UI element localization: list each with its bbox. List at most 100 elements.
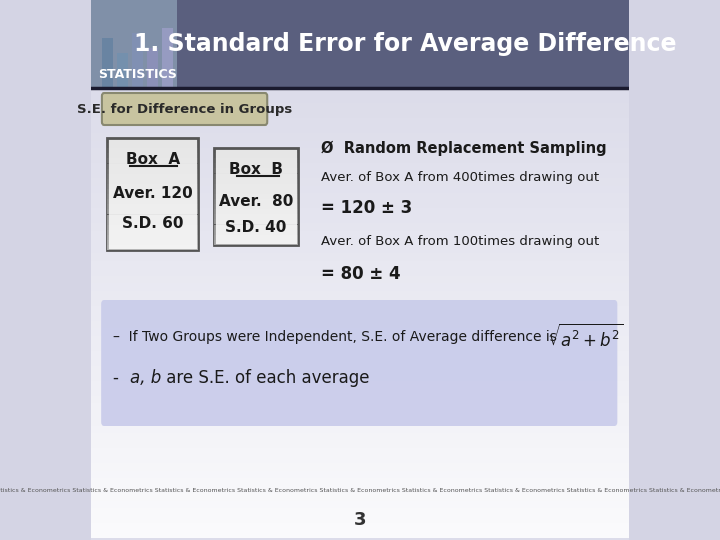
Bar <box>91 178 629 186</box>
Bar <box>91 133 629 140</box>
Bar <box>91 260 629 268</box>
Bar <box>107 245 199 250</box>
Bar <box>107 199 199 204</box>
Bar <box>91 463 629 470</box>
Text: = 120 ± 3: = 120 ± 3 <box>321 199 413 217</box>
Text: Statistics & Econometrics Statistics & Econometrics Statistics & Econometrics St: Statistics & Econometrics Statistics & E… <box>0 488 720 492</box>
Bar <box>214 173 298 179</box>
Bar <box>91 313 629 321</box>
Bar <box>107 210 199 214</box>
Bar <box>91 335 629 343</box>
Bar <box>214 230 298 235</box>
Bar <box>214 225 298 230</box>
Text: Aver. of Box A from 100times drawing out: Aver. of Box A from 100times drawing out <box>321 235 599 248</box>
Bar <box>91 418 629 426</box>
Bar <box>91 215 629 223</box>
Bar <box>91 0 176 88</box>
Bar <box>91 111 629 118</box>
Bar <box>102 38 113 88</box>
Text: S.D. 40: S.D. 40 <box>225 220 287 235</box>
Text: are S.E. of each average: are S.E. of each average <box>161 369 369 387</box>
Bar <box>107 179 199 184</box>
Bar <box>91 343 629 350</box>
Bar <box>91 0 629 88</box>
Bar <box>91 366 629 373</box>
Bar <box>214 204 298 209</box>
Bar <box>91 88 629 540</box>
Bar <box>91 268 629 275</box>
Text: Ø  Random Replacement Sampling: Ø Random Replacement Sampling <box>321 140 607 156</box>
Bar <box>214 179 298 184</box>
Bar <box>91 231 629 238</box>
Bar <box>91 253 629 260</box>
Text: STATISTICS: STATISTICS <box>98 68 177 81</box>
Bar <box>107 138 199 143</box>
Text: a, b: a, b <box>130 369 161 387</box>
Bar <box>91 426 629 433</box>
Bar <box>214 209 298 214</box>
FancyBboxPatch shape <box>102 93 267 125</box>
Bar <box>91 395 629 403</box>
Bar <box>214 163 298 168</box>
Bar <box>91 283 629 291</box>
Bar <box>214 235 298 240</box>
Bar <box>107 184 199 189</box>
Bar <box>91 238 629 246</box>
Bar <box>214 214 298 219</box>
Bar <box>91 186 629 193</box>
Bar <box>107 235 199 240</box>
Bar <box>91 485 629 493</box>
Bar <box>91 373 629 381</box>
Bar <box>147 48 158 88</box>
Text: Box  B: Box B <box>229 163 283 178</box>
Bar <box>91 403 629 410</box>
Bar <box>214 148 298 245</box>
Text: 3: 3 <box>354 511 366 529</box>
Bar <box>91 103 629 111</box>
Bar <box>214 168 298 173</box>
Text: S.D. 60: S.D. 60 <box>122 217 184 232</box>
Bar <box>91 470 629 478</box>
Bar <box>91 208 629 215</box>
Text: = 80 ± 4: = 80 ± 4 <box>321 265 401 283</box>
Bar <box>107 164 199 168</box>
Bar <box>117 53 128 88</box>
Bar <box>214 158 298 163</box>
Bar <box>91 381 629 388</box>
Bar <box>162 28 173 88</box>
Bar <box>91 388 629 395</box>
Bar <box>91 441 629 448</box>
Bar <box>91 321 629 328</box>
Bar <box>107 148 199 153</box>
Bar <box>91 148 629 156</box>
Bar <box>91 358 629 366</box>
Bar <box>91 96 629 103</box>
Bar <box>107 158 199 164</box>
Bar <box>214 199 298 204</box>
Bar <box>91 456 629 463</box>
Bar <box>214 189 298 194</box>
Bar <box>214 148 298 153</box>
Bar <box>107 138 199 250</box>
Bar <box>214 240 298 245</box>
Bar <box>107 168 199 174</box>
Bar <box>91 88 629 96</box>
Bar <box>91 118 629 125</box>
Text: -: - <box>113 369 135 387</box>
Bar <box>91 223 629 231</box>
Bar <box>107 225 199 230</box>
Bar <box>91 298 629 306</box>
Bar <box>107 220 199 225</box>
Bar <box>107 204 199 210</box>
Bar <box>107 189 199 194</box>
Bar <box>107 214 199 220</box>
Text: $\sqrt{a^2+b^2}$: $\sqrt{a^2+b^2}$ <box>547 323 624 350</box>
Bar <box>214 184 298 189</box>
Bar <box>91 156 629 163</box>
Bar <box>214 219 298 225</box>
Bar <box>91 306 629 313</box>
Text: Box  A: Box A <box>126 152 180 167</box>
Bar <box>91 140 629 148</box>
Bar <box>91 508 629 516</box>
Bar <box>91 171 629 178</box>
